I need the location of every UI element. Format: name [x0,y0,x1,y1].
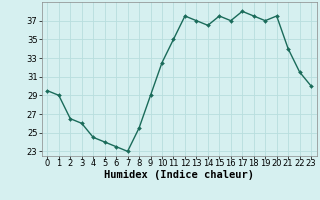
X-axis label: Humidex (Indice chaleur): Humidex (Indice chaleur) [104,170,254,180]
